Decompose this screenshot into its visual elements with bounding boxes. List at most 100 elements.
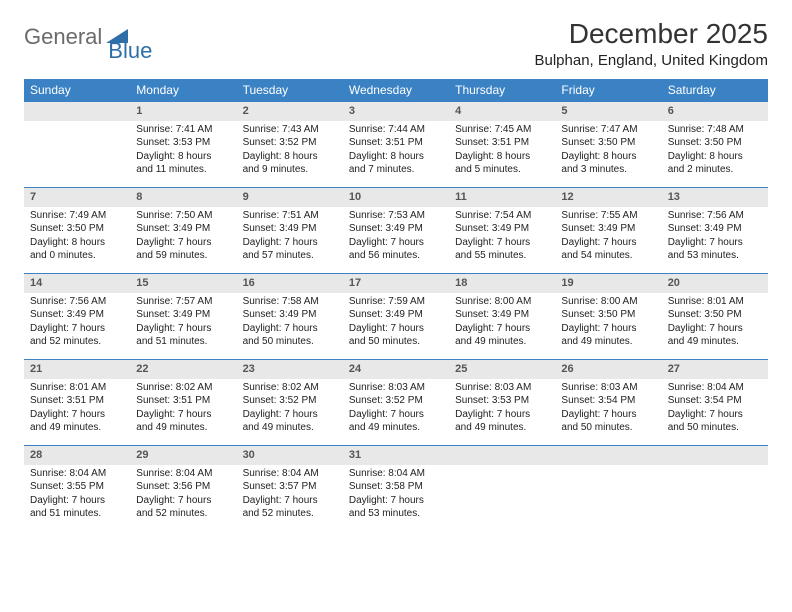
day-number: 12 [555,187,661,207]
day-cell [449,445,555,531]
day-content: Sunrise: 8:04 AMSunset: 3:54 PMDaylight:… [662,379,768,439]
day-line: and 50 minutes. [349,335,443,349]
day-line: Sunset: 3:49 PM [455,308,549,322]
day-cell: 16Sunrise: 7:58 AMSunset: 3:49 PMDayligh… [237,273,343,359]
day-line: Daylight: 7 hours [455,236,549,250]
day-content: Sunrise: 8:04 AMSunset: 3:57 PMDaylight:… [237,465,343,525]
page-title: December 2025 [535,18,769,50]
day-line: Sunrise: 7:50 AM [136,209,230,223]
day-line: Sunrise: 7:51 AM [243,209,337,223]
day-line: Daylight: 7 hours [455,408,549,422]
day-content: Sunrise: 7:47 AMSunset: 3:50 PMDaylight:… [555,121,661,181]
day-content: Sunrise: 7:49 AMSunset: 3:50 PMDaylight:… [24,207,130,267]
day-number [24,101,130,121]
day-line: and 59 minutes. [136,249,230,263]
day-line: Sunrise: 7:53 AM [349,209,443,223]
day-line: and 3 minutes. [561,163,655,177]
day-content: Sunrise: 7:50 AMSunset: 3:49 PMDaylight:… [130,207,236,267]
day-number: 7 [24,187,130,207]
day-number: 30 [237,445,343,465]
day-line: Sunset: 3:50 PM [668,308,762,322]
day-line: Sunrise: 8:04 AM [136,467,230,481]
day-line: Daylight: 7 hours [349,322,443,336]
day-line: Sunset: 3:49 PM [561,222,655,236]
day-number: 8 [130,187,236,207]
day-cell: 8Sunrise: 7:50 AMSunset: 3:49 PMDaylight… [130,187,236,273]
day-number: 31 [343,445,449,465]
day-line: Sunset: 3:52 PM [243,136,337,150]
day-cell: 20Sunrise: 8:01 AMSunset: 3:50 PMDayligh… [662,273,768,359]
day-content: Sunrise: 7:55 AMSunset: 3:49 PMDaylight:… [555,207,661,267]
day-cell: 10Sunrise: 7:53 AMSunset: 3:49 PMDayligh… [343,187,449,273]
day-line: Sunset: 3:53 PM [455,394,549,408]
day-cell: 28Sunrise: 8:04 AMSunset: 3:55 PMDayligh… [24,445,130,531]
day-content: Sunrise: 7:41 AMSunset: 3:53 PMDaylight:… [130,121,236,181]
week-row: 21Sunrise: 8:01 AMSunset: 3:51 PMDayligh… [24,359,768,445]
week-row: 14Sunrise: 7:56 AMSunset: 3:49 PMDayligh… [24,273,768,359]
day-line: Sunrise: 7:45 AM [455,123,549,137]
day-number: 9 [237,187,343,207]
day-line: and 52 minutes. [136,507,230,521]
day-number: 17 [343,273,449,293]
day-cell: 21Sunrise: 8:01 AMSunset: 3:51 PMDayligh… [24,359,130,445]
day-line: Sunrise: 8:01 AM [30,381,124,395]
day-content: Sunrise: 7:45 AMSunset: 3:51 PMDaylight:… [449,121,555,181]
day-number: 4 [449,101,555,121]
day-content: Sunrise: 7:53 AMSunset: 3:49 PMDaylight:… [343,207,449,267]
day-line: Sunrise: 8:03 AM [455,381,549,395]
day-line: Daylight: 7 hours [136,494,230,508]
col-tuesday: Tuesday [237,79,343,101]
day-line: and 51 minutes. [136,335,230,349]
day-cell: 9Sunrise: 7:51 AMSunset: 3:49 PMDaylight… [237,187,343,273]
col-wednesday: Wednesday [343,79,449,101]
day-content: Sunrise: 8:00 AMSunset: 3:50 PMDaylight:… [555,293,661,353]
day-line: Daylight: 7 hours [243,408,337,422]
day-content [555,465,661,471]
day-line: Daylight: 7 hours [561,236,655,250]
day-line: Sunrise: 7:43 AM [243,123,337,137]
day-line: Daylight: 7 hours [668,236,762,250]
day-line: Daylight: 7 hours [349,408,443,422]
day-content: Sunrise: 7:54 AMSunset: 3:49 PMDaylight:… [449,207,555,267]
col-thursday: Thursday [449,79,555,101]
day-line: Sunrise: 7:41 AM [136,123,230,137]
day-line: Sunset: 3:50 PM [561,136,655,150]
day-line: Sunset: 3:51 PM [455,136,549,150]
day-line: Daylight: 7 hours [561,408,655,422]
day-cell: 23Sunrise: 8:02 AMSunset: 3:52 PMDayligh… [237,359,343,445]
day-line: Sunset: 3:52 PM [349,394,443,408]
day-content: Sunrise: 7:57 AMSunset: 3:49 PMDaylight:… [130,293,236,353]
day-line: Sunset: 3:49 PM [136,222,230,236]
day-line: Sunrise: 8:02 AM [243,381,337,395]
day-line: Sunset: 3:58 PM [349,480,443,494]
day-line: Sunrise: 8:03 AM [561,381,655,395]
day-line: Sunrise: 7:56 AM [30,295,124,309]
day-line: Daylight: 7 hours [136,322,230,336]
day-line: Sunrise: 7:55 AM [561,209,655,223]
day-line: and 50 minutes. [561,421,655,435]
day-line: Sunset: 3:49 PM [349,308,443,322]
day-line: Daylight: 8 hours [455,150,549,164]
day-line: Daylight: 8 hours [136,150,230,164]
day-line: and 0 minutes. [30,249,124,263]
day-content: Sunrise: 7:59 AMSunset: 3:49 PMDaylight:… [343,293,449,353]
day-cell: 30Sunrise: 8:04 AMSunset: 3:57 PMDayligh… [237,445,343,531]
day-number: 11 [449,187,555,207]
day-cell: 22Sunrise: 8:02 AMSunset: 3:51 PMDayligh… [130,359,236,445]
day-line: Daylight: 7 hours [136,236,230,250]
day-number: 2 [237,101,343,121]
day-line: Daylight: 7 hours [243,494,337,508]
day-cell: 1Sunrise: 7:41 AMSunset: 3:53 PMDaylight… [130,101,236,187]
day-line: Daylight: 7 hours [243,236,337,250]
day-line: and 2 minutes. [668,163,762,177]
day-line: Sunrise: 7:44 AM [349,123,443,137]
day-line: Sunrise: 7:47 AM [561,123,655,137]
day-line: and 49 minutes. [349,421,443,435]
day-line: and 52 minutes. [30,335,124,349]
day-cell [662,445,768,531]
day-cell: 2Sunrise: 7:43 AMSunset: 3:52 PMDaylight… [237,101,343,187]
day-number: 10 [343,187,449,207]
day-line: Daylight: 8 hours [30,236,124,250]
day-cell: 4Sunrise: 7:45 AMSunset: 3:51 PMDaylight… [449,101,555,187]
day-line: Sunset: 3:49 PM [668,222,762,236]
